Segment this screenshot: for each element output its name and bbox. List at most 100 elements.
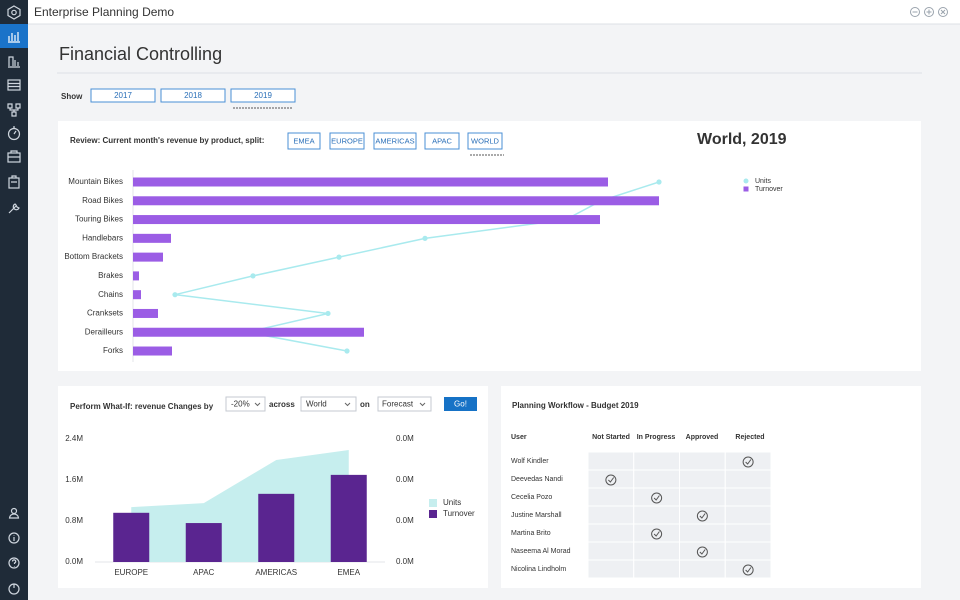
- icon-clipboard[interactable]: [8, 177, 20, 189]
- close-button[interactable]: [938, 7, 948, 17]
- status-cell[interactable]: [633, 451, 680, 471]
- go-button-label: Go!: [454, 400, 467, 409]
- units-point: [250, 273, 256, 279]
- legend-swatch: [429, 510, 437, 518]
- status-cell[interactable]: [587, 451, 635, 471]
- go-button[interactable]: [444, 397, 477, 411]
- status-cell[interactable]: [679, 523, 726, 543]
- status-cell[interactable]: [587, 523, 635, 543]
- across-label: across: [269, 400, 295, 409]
- check-icon: [696, 546, 708, 558]
- year-button[interactable]: [90, 88, 156, 103]
- region-button-label: APAC: [432, 136, 452, 145]
- region-value: World: [306, 400, 327, 409]
- status-cell[interactable]: [724, 469, 772, 489]
- units-line: [174, 181, 660, 352]
- status-cell[interactable]: [587, 505, 635, 525]
- change-select[interactable]: [225, 396, 266, 412]
- region-select[interactable]: [300, 396, 357, 412]
- user-name: Wolf Kindler: [511, 458, 549, 465]
- status-cell[interactable]: [724, 505, 772, 525]
- y-tick-label: Touring Bikes: [75, 215, 123, 224]
- status-cell[interactable]: [724, 523, 772, 543]
- year-button-label: 2017: [114, 91, 132, 100]
- dropdown-arrow: [344, 402, 351, 407]
- bar: [113, 512, 150, 562]
- status-cell[interactable]: [587, 559, 635, 579]
- region-button[interactable]: [373, 132, 417, 150]
- y2-tick-label: 0.0M: [396, 557, 414, 566]
- region-button-label: WORLD: [471, 136, 500, 145]
- status-cell[interactable]: [724, 487, 772, 507]
- icon-home-dot: [11, 9, 17, 16]
- icon-reports[interactable]: [8, 56, 20, 68]
- icon-tools[interactable]: [8, 203, 20, 214]
- sidebar-active[interactable]: [0, 24, 28, 48]
- bar: [133, 215, 600, 225]
- check-mark: [653, 531, 660, 537]
- icon-home[interactable]: [7, 5, 21, 20]
- year-button[interactable]: [160, 88, 226, 103]
- year-button[interactable]: [230, 88, 296, 103]
- legend-swatch: [429, 499, 437, 507]
- whatif-controls: -20% across World on Forecast Go!: [225, 396, 477, 412]
- status-cell[interactable]: [679, 559, 726, 579]
- icon-info[interactable]: [8, 532, 20, 544]
- check-icon: [605, 474, 617, 486]
- bar: [185, 523, 222, 562]
- close-mark: [940, 9, 946, 15]
- legend-swatch: [743, 186, 749, 192]
- units-point: [344, 348, 350, 354]
- region-button-label: EUROPE: [331, 136, 363, 145]
- region-button[interactable]: [424, 132, 460, 150]
- column-header: Approved: [686, 434, 719, 441]
- sidebar-icons: [7, 5, 21, 595]
- region-button[interactable]: [329, 132, 365, 150]
- status-cell[interactable]: [633, 505, 680, 525]
- bar: [133, 271, 139, 281]
- icon-analytics[interactable]: [8, 32, 20, 43]
- sidebar: [0, 0, 28, 600]
- status-cell[interactable]: [724, 559, 772, 579]
- bar: [133, 252, 163, 262]
- y2-tick-label: 0.0M: [396, 516, 414, 525]
- y-tick-label: Mountain Bikes: [68, 177, 123, 186]
- status-cell[interactable]: [679, 451, 726, 471]
- column-header: Rejected: [735, 434, 764, 441]
- year-button-label: 2018: [184, 91, 202, 100]
- status-cell[interactable]: [679, 487, 726, 507]
- status-cell[interactable]: [679, 469, 726, 489]
- year-button-label: 2019: [254, 91, 272, 100]
- icon-timer[interactable]: [7, 127, 21, 141]
- units-point: [172, 292, 178, 298]
- legend-label: Turnover: [755, 186, 783, 193]
- status-cell[interactable]: [587, 487, 635, 507]
- user-name: Cecelia Pozo: [511, 494, 552, 501]
- check-mark: [653, 495, 660, 501]
- column-header: User: [511, 434, 527, 441]
- review-title: Review: Current month's revenue by produ…: [70, 136, 264, 145]
- region-button[interactable]: [467, 132, 503, 150]
- scenario-select[interactable]: [377, 396, 432, 412]
- x-tick-label: EUROPE: [114, 568, 148, 577]
- icon-user-body: [8, 513, 20, 519]
- title-bar: [28, 0, 960, 24]
- status-cell[interactable]: [633, 541, 680, 561]
- icon-list[interactable]: [7, 79, 21, 91]
- maximize-button[interactable]: [924, 7, 934, 17]
- check-icon: [696, 510, 708, 522]
- icon-timer-hand: [13, 126, 17, 135]
- check-icon: [651, 528, 663, 540]
- status-cell[interactable]: [724, 541, 772, 561]
- status-cell[interactable]: [633, 469, 680, 489]
- status-cell[interactable]: [633, 559, 680, 579]
- icon-hierarchy[interactable]: [7, 103, 21, 117]
- y-tick-label: 0.0M: [65, 557, 83, 566]
- bar: [133, 327, 364, 337]
- window-title: Enterprise Planning Demo: [34, 5, 174, 19]
- minimize-button[interactable]: [910, 7, 920, 17]
- region-button[interactable]: [287, 132, 321, 150]
- status-cell[interactable]: [587, 541, 635, 561]
- icon-help[interactable]: [8, 557, 20, 569]
